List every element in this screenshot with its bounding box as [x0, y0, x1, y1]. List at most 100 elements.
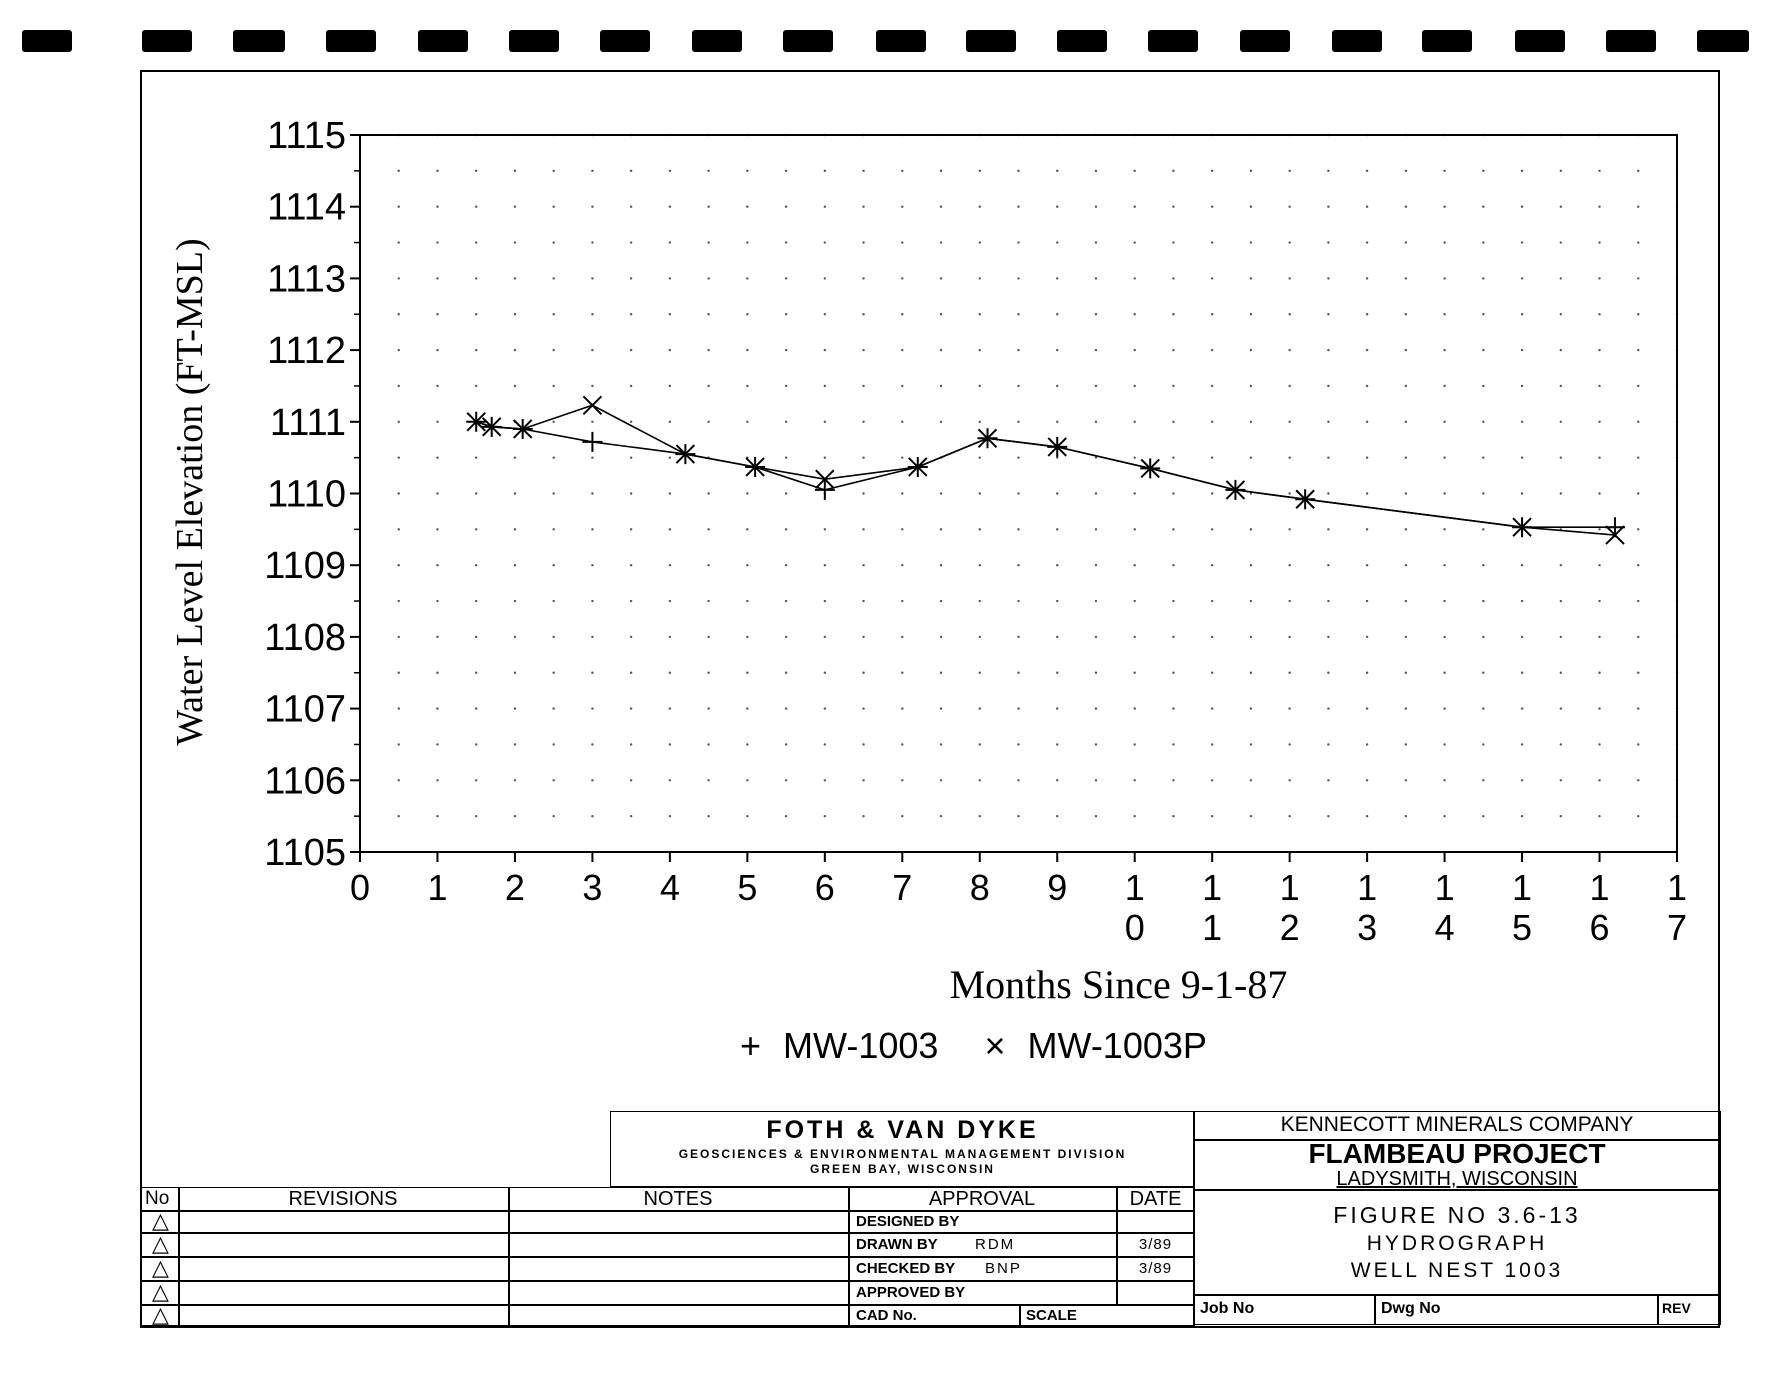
grid-dot	[1133, 743, 1136, 746]
grid-dot	[552, 492, 555, 495]
grid-dot	[552, 348, 555, 352]
grid-dot	[862, 420, 865, 423]
job-dwg-divider	[1374, 1294, 1376, 1325]
grid-dot	[1017, 277, 1020, 280]
grid-dot	[1327, 671, 1330, 674]
grid-dot	[978, 456, 981, 459]
grid-dot	[552, 313, 555, 316]
grid-dot	[1520, 492, 1524, 495]
grid-dot	[707, 707, 710, 710]
grid-dot	[1056, 635, 1059, 639]
grid-dot	[629, 635, 633, 639]
grid-dot	[1559, 456, 1562, 459]
grid-dot	[1559, 564, 1562, 567]
grid-dot	[939, 492, 943, 495]
grid-dot	[668, 313, 672, 316]
grid-dot	[1520, 313, 1524, 316]
grid-dot	[707, 313, 710, 316]
grid-dot	[707, 277, 710, 280]
punch-mark	[142, 30, 192, 52]
grid-dot	[1094, 743, 1098, 746]
y-tick-label: 1113	[267, 258, 346, 300]
grid-dot	[939, 313, 943, 316]
grid-dot	[1094, 779, 1098, 782]
grid-dot	[939, 277, 943, 280]
grid-dot	[862, 205, 865, 208]
punch-mark	[509, 30, 559, 52]
grid-dot	[1056, 814, 1059, 818]
grid-dot	[1482, 671, 1485, 674]
grid-dot	[1482, 492, 1485, 495]
punch-mark	[233, 30, 285, 52]
grid-dot	[1598, 277, 1601, 280]
grid-dot	[862, 564, 865, 567]
grid-dot	[1598, 814, 1601, 818]
data-point-x	[512, 419, 533, 439]
grid-dot	[862, 635, 865, 639]
data-point-x	[481, 417, 502, 437]
grid-dot	[784, 456, 788, 459]
firm-name: FOTH & VAN DYKE	[766, 1116, 1039, 1144]
grid-dot	[901, 241, 904, 244]
grid-dot	[1482, 743, 1485, 746]
grid-dot	[1598, 205, 1601, 208]
grid-dot	[746, 420, 749, 423]
grid-dot	[1559, 169, 1562, 173]
grid-dot	[978, 348, 981, 352]
grid-dot	[1482, 169, 1485, 173]
x-tick-label: 3	[582, 867, 602, 908]
grid-dot	[1017, 205, 1020, 208]
grid-dot	[746, 169, 749, 173]
scale-label: SCALE	[1026, 1307, 1077, 1324]
grid-dot	[1598, 241, 1601, 244]
grid-dot	[475, 743, 478, 746]
grid-dot	[1559, 205, 1562, 208]
grid-dot	[513, 348, 517, 352]
grid-dot	[1056, 205, 1059, 208]
data-point-x	[1047, 437, 1067, 457]
x-tick-label: 8	[970, 867, 990, 908]
grid-dot	[1249, 277, 1253, 280]
grid-dot	[1637, 599, 1640, 603]
grid-dot	[823, 671, 827, 674]
grid-dot	[1327, 599, 1330, 603]
grid-dot	[629, 384, 633, 388]
grid-dot	[1482, 779, 1485, 782]
grid-dot	[475, 492, 478, 495]
grid-dot	[1094, 814, 1098, 818]
figure-title-2: WELL NEST 1003	[1350, 1259, 1564, 1282]
revisions-row-divider	[140, 1232, 1195, 1234]
grid-dot	[397, 456, 400, 459]
grid-dot	[1094, 564, 1098, 567]
grid-dot	[436, 492, 439, 495]
grid-dot	[1210, 564, 1214, 567]
grid-dot	[978, 384, 981, 388]
grid-dot	[862, 743, 865, 746]
grid-dot	[1404, 241, 1408, 244]
data-point-x	[1140, 458, 1160, 479]
grid-dot	[1133, 528, 1136, 531]
grid-dot	[1443, 456, 1446, 459]
grid-dot	[746, 671, 749, 674]
grid-dot	[1210, 205, 1214, 208]
grid-dot	[475, 635, 478, 639]
grid-dot	[1598, 599, 1601, 603]
grid-dot	[397, 671, 400, 674]
grid-dot	[668, 635, 672, 639]
grid-dot	[1172, 743, 1175, 746]
grid-dot	[746, 814, 749, 818]
grid-dot	[746, 384, 749, 388]
grid-dot	[1365, 456, 1369, 459]
grid-dot	[784, 599, 788, 603]
punch-mark	[600, 30, 650, 52]
dwg-no-label: Dwg No	[1381, 1300, 1441, 1317]
grid-dot	[1637, 169, 1640, 173]
grid-dot	[1559, 277, 1562, 280]
grid-dot	[475, 241, 478, 244]
y-tick-label: 1109	[264, 545, 346, 587]
grid-dot	[591, 599, 594, 603]
rev-label: REV	[1662, 1300, 1691, 1316]
grid-dot	[1210, 348, 1214, 352]
grid-dot	[746, 599, 749, 603]
